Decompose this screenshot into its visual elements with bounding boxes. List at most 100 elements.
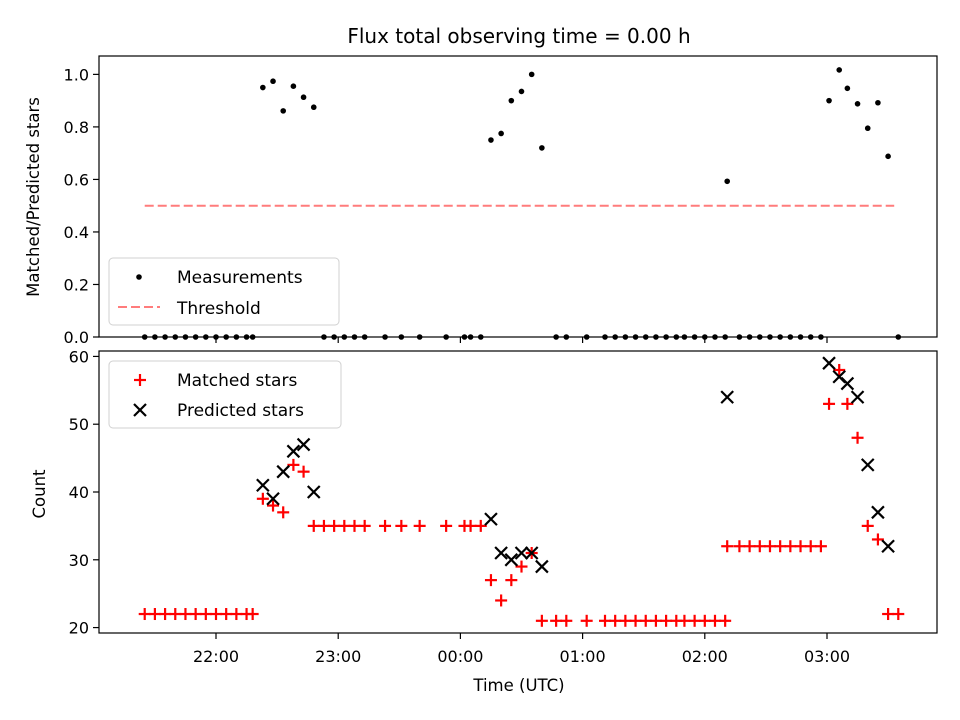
matched-star-point: [267, 499, 280, 512]
predicted-star-point: [266, 492, 280, 506]
bottom-legend-box: [108, 360, 342, 429]
matched-star-point: [794, 540, 807, 553]
legend-matched-marker: [134, 374, 146, 386]
matched-star-point: [833, 363, 846, 376]
matched-star-point: [535, 614, 548, 627]
measurement-point: [270, 78, 276, 85]
matched-star-point: [505, 574, 518, 587]
measurement-point: [361, 334, 368, 340]
matched-star-point: [297, 465, 310, 478]
matched-star-point: [179, 608, 192, 621]
measurement-point: [528, 71, 535, 78]
matched-star-point: [395, 519, 408, 532]
bottom-y-tick-label: 20: [69, 619, 89, 638]
matched-star-point: [560, 614, 573, 627]
measurement-point: [280, 108, 287, 114]
measurement-point: [518, 88, 525, 95]
bottom-x-tick-label: 23:00: [315, 647, 361, 666]
matched-star-point: [379, 519, 392, 532]
bottom-legend: Matched stars Predicted stars: [108, 360, 342, 429]
measurement-point: [777, 334, 783, 340]
measurement-point: [787, 334, 794, 340]
predicted-star-point: [296, 437, 311, 452]
matched-star-point: [287, 458, 300, 471]
bottom-plot: 20 30 40 50 60 22:00 23:00 00:00 01:00 02:00 03:0…: [30, 347, 938, 695]
matched-star-point: [413, 519, 426, 532]
predicted-star-point: [720, 390, 734, 404]
matched-star-point: [649, 614, 662, 627]
measurement-point: [602, 334, 608, 340]
measurement-point: [321, 334, 327, 340]
measurement-point: [807, 334, 814, 340]
matched-star-point: [338, 519, 351, 532]
predicted-star-point: [494, 546, 508, 560]
measurement-point: [162, 334, 168, 340]
matched-star-point: [678, 614, 691, 627]
top-y-tick-label: 0.2: [64, 275, 89, 294]
matched-star-point: [474, 519, 487, 532]
bottom-x-tick-label: 00:00: [437, 647, 483, 666]
top-y-tick-label: 1.0: [64, 65, 89, 84]
matched-star-point: [708, 614, 721, 627]
count-points: [138, 356, 905, 627]
measurement-point: [722, 334, 728, 340]
top-y-tick-label: 0.0: [64, 328, 89, 347]
matched-star-point: [660, 614, 673, 627]
measurement-point: [260, 84, 266, 91]
matched-star-point: [733, 540, 746, 553]
measurement-point: [632, 334, 639, 340]
matched-star-point: [317, 519, 330, 532]
matched-star-point: [169, 608, 182, 621]
matched-star-point: [148, 608, 161, 621]
bottom-x-ticks: 22:00 23:00 00:00 01:00 02:00 03:00: [193, 633, 850, 666]
predicted-star-point: [850, 390, 865, 404]
measurement-point: [382, 334, 388, 340]
top-legend-box: [108, 257, 340, 326]
predicted-star-point: [504, 553, 519, 567]
measurement-point: [249, 334, 256, 340]
measurement-point: [622, 334, 629, 340]
matched-star-point: [550, 614, 563, 627]
measurement-point: [213, 334, 219, 340]
predicted-star-point: [881, 539, 895, 554]
measurement-point: [331, 334, 337, 340]
chart-title: Flux total observing time = 0.00 h: [347, 24, 690, 48]
matched-star-point: [307, 519, 320, 532]
measurement-point: [895, 334, 902, 340]
measurement-point: [341, 334, 348, 340]
matched-star-point: [256, 492, 269, 505]
measurement-point: [746, 334, 753, 340]
measurement-point: [203, 334, 209, 340]
legend-threshold-label: Threshold: [176, 299, 261, 319]
measurement-point: [583, 334, 590, 340]
measurement-point: [310, 104, 317, 111]
matched-star-point: [851, 431, 864, 444]
measurement-point: [443, 334, 449, 340]
measurement-point: [756, 334, 763, 340]
measurement-point: [488, 137, 494, 143]
matched-star-point: [464, 519, 477, 532]
matched-star-point: [210, 608, 222, 621]
measurement-point: [836, 67, 843, 73]
matched-star-point: [688, 614, 701, 627]
measurement-point: [223, 334, 229, 340]
top-legend: Measurements Threshold: [108, 257, 340, 326]
matched-star-point: [220, 608, 233, 621]
matched-star-point: [199, 608, 212, 621]
top-x-ticks: [215, 337, 828, 343]
legend-predicted-label: Predicted stars: [177, 401, 304, 421]
measurement-point: [691, 334, 698, 340]
measurement-point: [797, 334, 804, 340]
predicted-star-point: [822, 356, 836, 370]
bottom-x-tick-label: 22:00: [193, 647, 239, 666]
matched-star-point: [774, 540, 787, 553]
matched-star-point: [841, 397, 854, 410]
measurement-point: [681, 334, 688, 340]
measurement-point: [818, 334, 824, 340]
matched-star-point: [159, 608, 172, 621]
matched-star-point: [814, 540, 827, 553]
bottom-y-ticks: 20 30 40 50 60: [69, 347, 99, 638]
top-y-tick-label: 0.6: [64, 170, 89, 189]
bottom-y-tick-label: 30: [69, 551, 89, 570]
